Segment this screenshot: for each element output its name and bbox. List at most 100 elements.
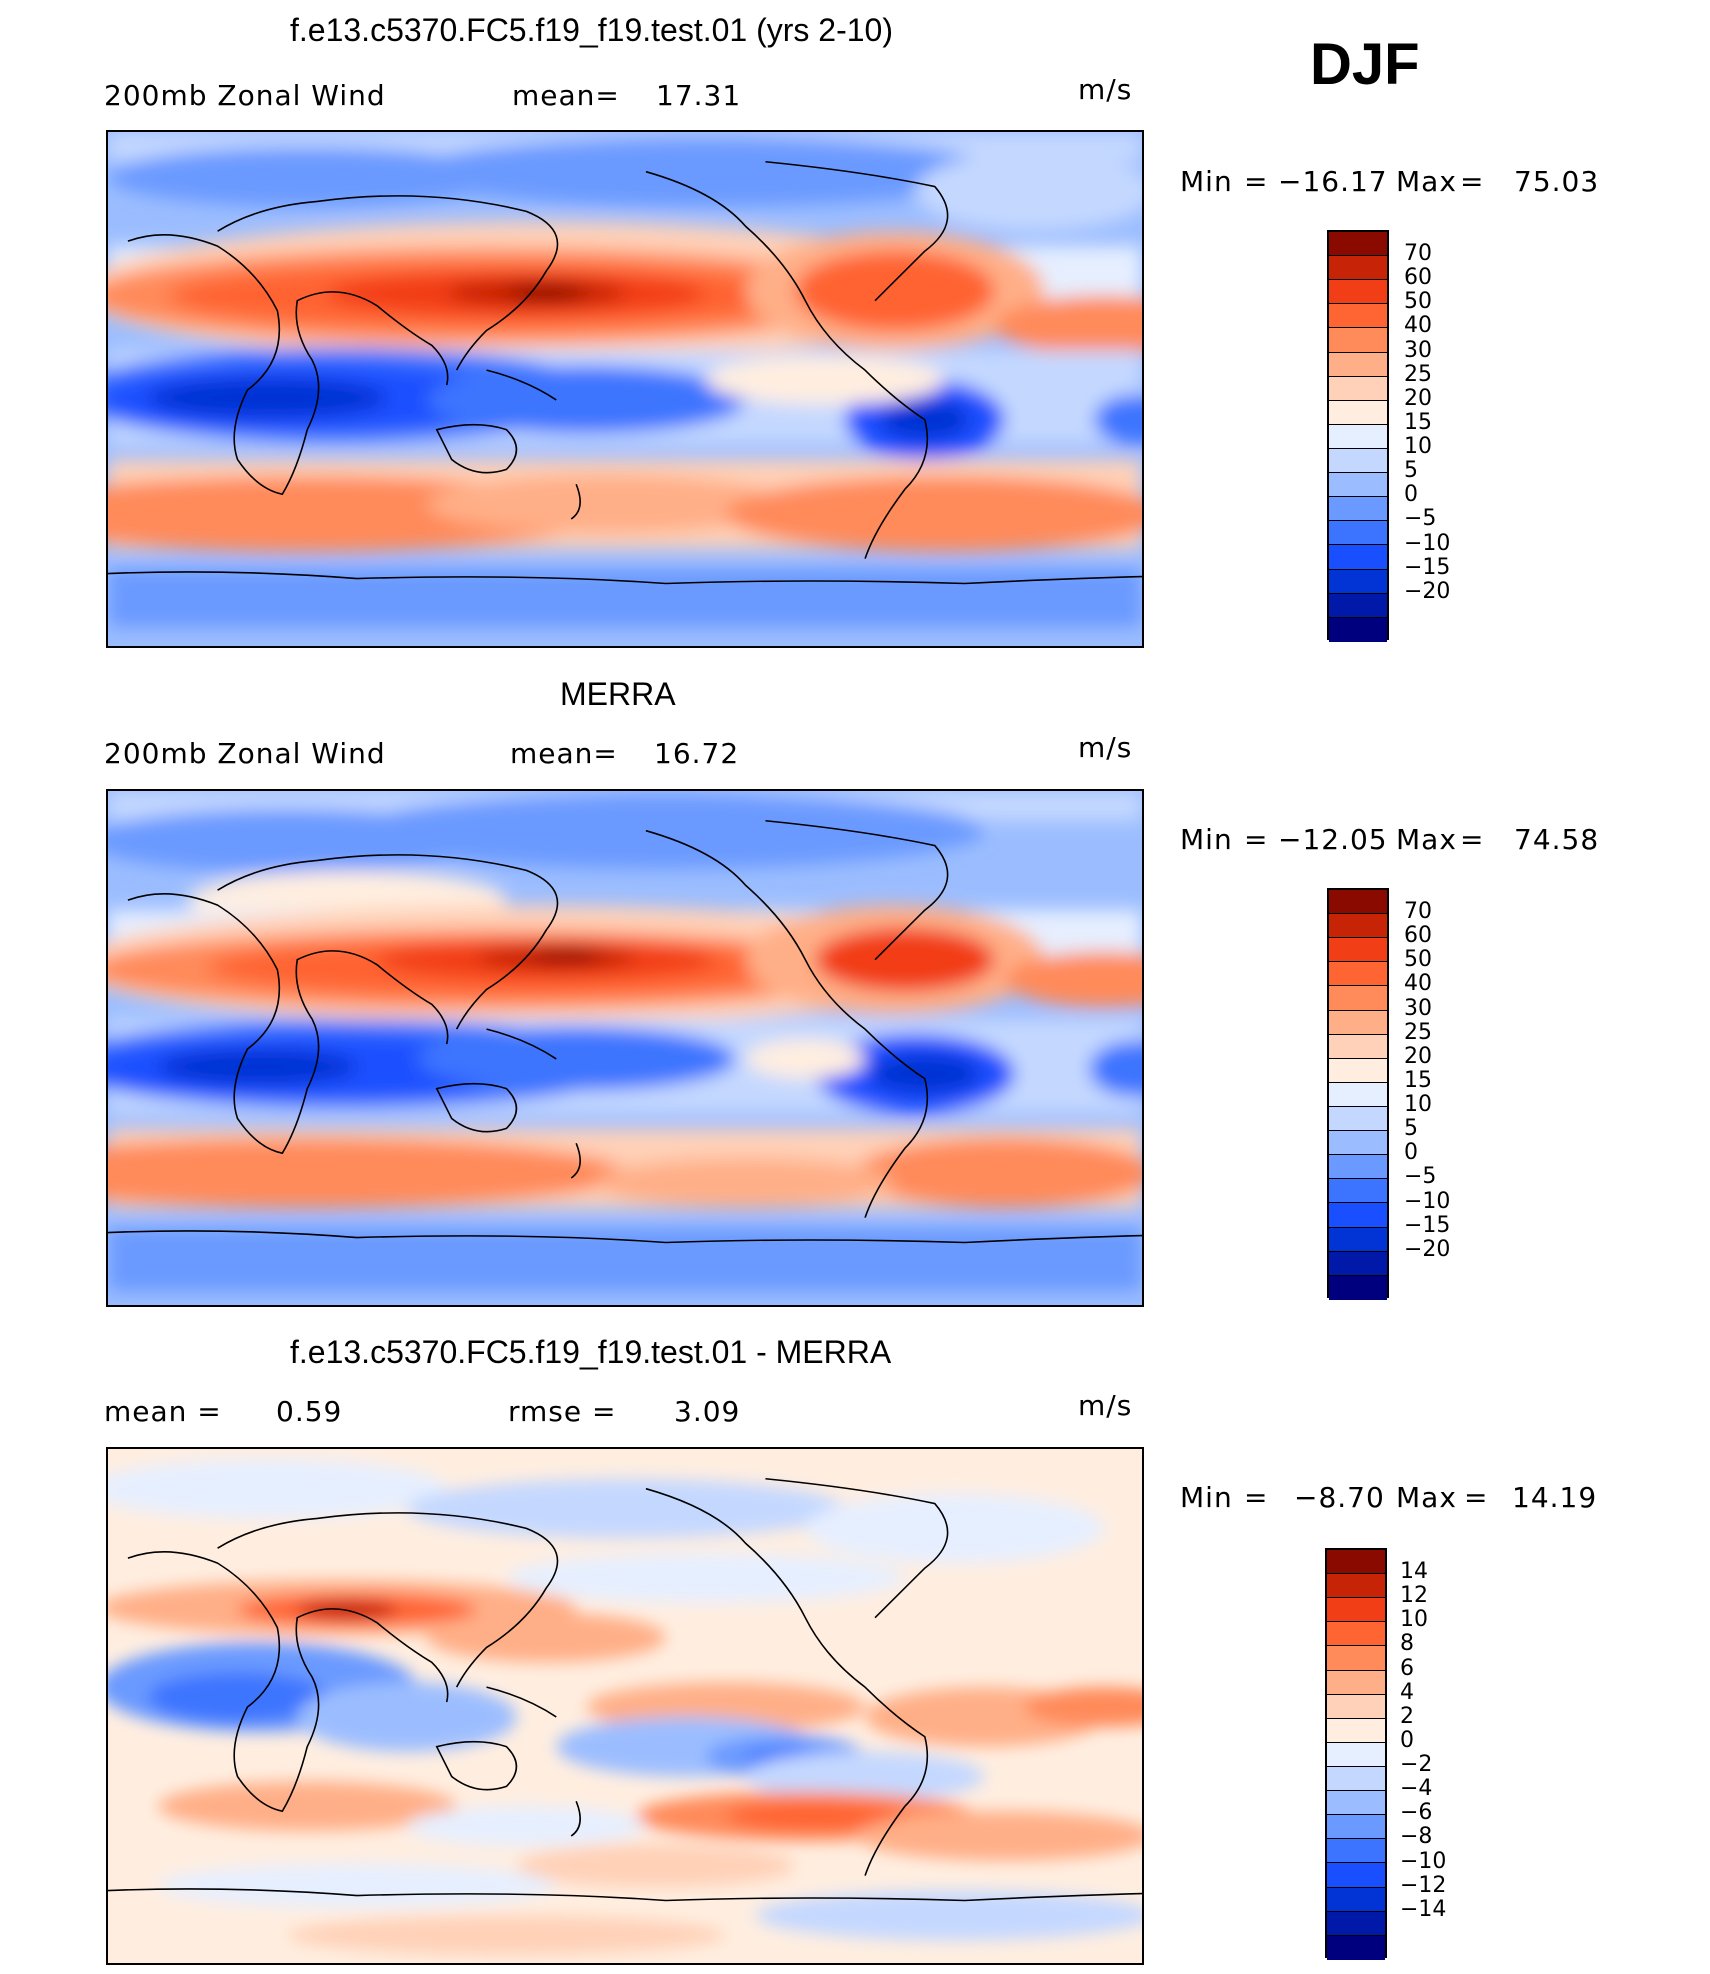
colorbar-segment [1329,1155,1387,1180]
panel-3-units: m/s [1078,1389,1133,1422]
panel-2-map [106,789,1144,1307]
panel-2-min-eq: = [1244,823,1269,856]
colorbar-segment [1327,1911,1385,1936]
colorbar-level-label: −15 [1404,1212,1451,1238]
colorbar-segment [1329,986,1387,1011]
colorbar-segment [1329,473,1387,498]
colorbar-segment [1329,424,1387,449]
panel-1-max-label: Max [1396,165,1457,198]
colorbar-segment [1329,1082,1387,1107]
colorbar-level-label: 20 [1404,1043,1432,1069]
colorbar-segment [1329,448,1387,474]
colorbar-segment [1327,1839,1385,1864]
panel-1-title: f.e13.c5370.FC5.f19_f19.test.01 (yrs 2-1… [290,12,893,48]
colorbar-level-label: −10 [1400,1848,1447,1874]
colorbar-level-label: 20 [1404,385,1432,411]
colorbar-level-label: 25 [1404,361,1432,387]
colorbar-segment [1327,1766,1385,1792]
panel-3-title: f.e13.c5370.FC5.f19_f19.test.01 - MERRA [290,1334,892,1370]
colorbar-level-label: −15 [1404,554,1451,580]
colorbar-segment [1327,1670,1385,1695]
colorbar-level-label: 0 [1404,1140,1418,1166]
colorbar-segment [1329,1179,1387,1204]
colorbar-segment [1329,304,1387,329]
panel-2-colorbar [1327,888,1389,1300]
colorbar-segment [1329,1034,1387,1059]
colorbar-level-label: −14 [1400,1896,1447,1922]
colorbar-level-label: −12 [1400,1872,1447,1898]
panel-1-variable-label: 200mb Zonal Wind [104,79,386,112]
colorbar-level-label: −20 [1404,1236,1451,1262]
colorbar-level-label: 70 [1404,899,1432,925]
panel-2-title: MERRA [560,676,676,712]
colorbar-segment [1327,1887,1385,1912]
colorbar-segment [1329,962,1387,987]
season-label: DJF [1310,32,1420,97]
panel-1-min-label: Min [1180,165,1233,198]
panel-3-contour-field [108,1449,1142,1963]
colorbar-level-label: 25 [1404,1019,1432,1045]
panel-1-map [106,130,1144,648]
panel-3-min-eq: = [1244,1481,1269,1514]
panel-3-min-value: −8.70 [1294,1481,1385,1514]
colorbar-segment [1329,617,1387,642]
colorbar-segment [1327,1815,1385,1840]
colorbar-segment [1329,400,1387,425]
colorbar-level-label: 15 [1404,409,1432,435]
colorbar-level-label: −5 [1404,506,1437,532]
panel-2-min-label: Min [1180,823,1233,856]
colorbar-level-label: 8 [1400,1631,1414,1657]
colorbar-level-label: 6 [1400,1655,1414,1681]
panel-2-contour-field [108,791,1142,1305]
colorbar-level-label: −10 [1404,530,1451,556]
colorbar-segment [1327,1622,1385,1647]
colorbar-segment [1327,1742,1385,1767]
colorbar-segment [1329,352,1387,377]
panel-1-units: m/s [1078,73,1133,106]
colorbar-segment [1329,1106,1387,1132]
panel-1-min-value: −16.17 [1278,165,1388,198]
panel-2-max-label: Max [1396,823,1457,856]
colorbar-level-label: 70 [1404,241,1432,267]
colorbar-level-label: 5 [1404,1116,1418,1142]
panel-2-mean-value: 16.72 [654,737,740,770]
colorbar-segment [1329,280,1387,305]
panel-3-max-label: Max [1396,1481,1457,1514]
panel-3-colorbar-labels: 14 12 10 8 6 4 2 0 −2 −4 −6 −8 −10 −12 −14 [1400,1548,1480,1958]
colorbar-level-label: 40 [1404,971,1432,997]
colorbar-level-label: 4 [1400,1679,1414,1705]
panel-3-min-label: Min [1180,1481,1233,1514]
colorbar-segment [1327,1863,1385,1888]
colorbar-segment [1327,1646,1385,1671]
colorbar-level-label: 10 [1400,1607,1428,1633]
panel-3-rmse-value: 3.09 [674,1395,741,1428]
panel-3-rmse-label: rmse = [508,1395,617,1428]
colorbar-segment [1327,1718,1385,1743]
colorbar-level-label: 0 [1400,1727,1414,1753]
panel-2-mean-label: mean= [510,737,618,770]
panel-2-variable-label: 200mb Zonal Wind [104,737,386,770]
colorbar-segment [1329,497,1387,522]
panel-3-mean-value: 0.59 [276,1395,343,1428]
panel-2-colorbar-labels: 70 60 50 40 30 25 20 15 10 5 0 −5 −10 −15 −20 [1404,888,1484,1298]
colorbar-level-label: −6 [1400,1800,1433,1826]
colorbar-segment [1329,1275,1387,1300]
colorbar-level-label: 12 [1400,1583,1428,1609]
colorbar-segment [1329,328,1387,353]
colorbar-level-label: 30 [1404,995,1432,1021]
panel-1-mean-value: 17.31 [656,79,742,112]
panel-1-contour-field [108,132,1142,646]
colorbar-level-label: −20 [1404,578,1451,604]
colorbar-segment [1329,376,1387,401]
panel-1-mean-label: mean= [512,79,620,112]
colorbar-segment [1327,1694,1385,1719]
panel-2-min-value: −12.05 [1278,823,1388,856]
colorbar-level-label: 5 [1404,458,1418,484]
panel-3-max-value: 14.19 [1512,1481,1598,1514]
colorbar-segment [1327,1935,1385,1960]
colorbar-level-label: 10 [1404,1092,1432,1118]
panel-1-colorbar [1327,230,1389,642]
colorbar-level-label: 14 [1400,1559,1428,1585]
panel-2-max-eq: = [1460,823,1485,856]
colorbar-segment [1329,1203,1387,1228]
